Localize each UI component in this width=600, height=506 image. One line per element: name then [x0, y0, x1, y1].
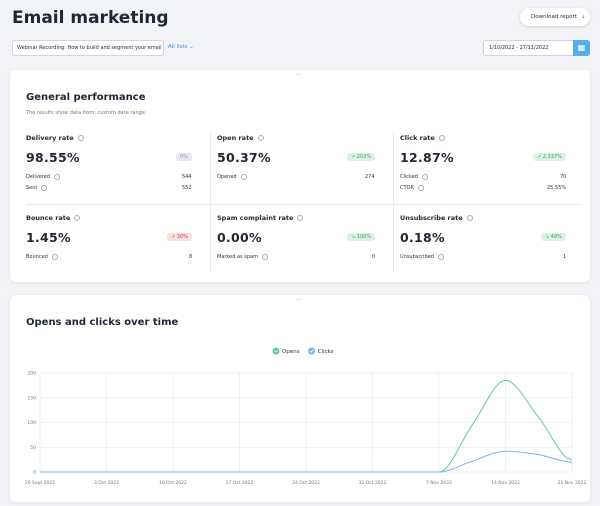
divider: [210, 132, 211, 272]
x-tick-label: 24 Oct 2022: [292, 480, 320, 486]
y-tick-label: 0: [33, 470, 36, 476]
lists-link[interactable]: All lists ⌄: [168, 44, 194, 50]
detail-value: 70: [560, 174, 567, 180]
calendar-button[interactable]: ▦: [573, 40, 590, 56]
metric-value: 50.37%: [217, 150, 271, 165]
change-badge: ↘ 100%: [347, 233, 376, 241]
detail-value: 544: [182, 174, 192, 180]
y-tick-label: 150: [27, 395, 36, 401]
detail-value: 8: [189, 254, 193, 260]
download-button[interactable]: Download report ⇣: [520, 8, 590, 26]
x-tick-label: 31 Oct 2022: [359, 480, 387, 486]
info-icon: [74, 215, 80, 221]
campaign-select[interactable]: Webinar Recording: How to build and segm…: [12, 40, 164, 56]
detail-label: CTOR: [400, 185, 414, 191]
legend-label: Clicks: [318, 349, 334, 355]
legend-label: Opens: [282, 349, 300, 355]
date-range[interactable]: 1/10/2022 - 27/11/2022: [483, 40, 575, 56]
metric-label: Unsubscribe rate: [400, 214, 463, 222]
detail-label: Sent: [26, 185, 38, 191]
section-title: General performance: [26, 92, 146, 103]
detail-label: Clicked: [400, 174, 418, 180]
detail-value: 274: [365, 174, 375, 180]
detail-value: 552: [182, 185, 192, 191]
detail-label: Opened: [217, 174, 237, 180]
drag-handle: ···: [296, 72, 302, 79]
metric-value: 0.18%: [400, 230, 445, 245]
x-tick-label: 14 Nov 2022: [491, 480, 520, 486]
legend-check: [309, 349, 314, 353]
detail-label: Delivered: [26, 174, 50, 180]
y-tick-label: 50: [30, 445, 36, 451]
performance-card: ··· General performance The results show…: [10, 70, 590, 282]
change-badge: 0%: [176, 153, 192, 161]
legend-swatch: [308, 347, 316, 355]
section-subtitle: The results show data from: custom date …: [26, 110, 147, 116]
change-badge: ↘ 49%: [541, 233, 566, 241]
metric-label: Click rate: [400, 134, 435, 142]
info-icon: [41, 185, 47, 191]
lists-label: All lists: [168, 44, 188, 50]
detail-label: Marked as spam: [217, 254, 258, 260]
chart: 0 50 100 150 200 26 Sept 2022 3 Oct 2022 10 Oct…: [25, 347, 587, 486]
change-badge: ↗ 202%: [347, 153, 376, 161]
x-tick-label: 21 Nov 2022: [558, 480, 587, 486]
drag-handle: ···: [296, 297, 302, 304]
info-icon: [297, 215, 303, 221]
detail-label: Unsubscribed: [400, 254, 434, 260]
divider: [393, 132, 394, 272]
chart-card: ··· Opens and clicks over time 0 50 100 150…: [10, 295, 590, 502]
legend-check: [274, 349, 278, 353]
metric-label: Bounce rate: [26, 214, 71, 222]
campaign-label: Webinar Recording: How to build and segm…: [17, 45, 162, 51]
detail-value: 25.55%: [547, 185, 567, 191]
info-icon: [467, 215, 473, 221]
info-icon: [54, 174, 60, 180]
y-tick-label: 100: [27, 420, 36, 426]
metric-value: 0.00%: [217, 230, 262, 245]
info-icon: [258, 135, 264, 141]
x-tick-label: 7 Nov 2022: [426, 480, 452, 486]
metric-label: Delivery rate: [26, 134, 74, 142]
x-tick-label: 26 Sept 2022: [25, 480, 55, 486]
info-icon: [422, 174, 428, 180]
x-tick-label: 10 Oct 2022: [159, 480, 187, 486]
x-tick-label: 17 Oct 2022: [226, 480, 254, 486]
detail-value: 0: [372, 254, 376, 260]
detail-value: 1: [563, 254, 567, 260]
metric-value: 98.55%: [26, 150, 80, 165]
info-icon: [241, 174, 247, 180]
page-title: Email marketing: [12, 8, 169, 28]
change-badge: ↗ 2,337%: [533, 153, 566, 161]
metric-value: 12.87%: [400, 150, 454, 165]
date-range-label: 1/10/2022 - 27/11/2022: [489, 45, 549, 51]
info-icon: [262, 254, 268, 260]
info-icon: [78, 135, 84, 141]
metric-label: Open rate: [217, 134, 254, 142]
change-badge: ↗ 30%: [167, 233, 192, 241]
divider: [26, 204, 580, 205]
x-tick-label: 3 Oct 2022: [94, 480, 119, 486]
metric-label: Spam complaint rate: [217, 214, 294, 222]
legend-swatch: [272, 347, 280, 355]
download-label: Download report: [531, 14, 577, 20]
series-line: [39, 450, 573, 473]
y-tick-label: 200: [27, 371, 36, 377]
info-icon: [439, 135, 445, 141]
info-icon: [438, 254, 444, 260]
detail-label: Bounced: [26, 254, 48, 260]
info-icon: [52, 254, 58, 260]
chart-title: Opens and clicks over time: [26, 317, 179, 328]
metric-value: 1.45%: [26, 230, 71, 245]
info-icon: [418, 185, 424, 191]
